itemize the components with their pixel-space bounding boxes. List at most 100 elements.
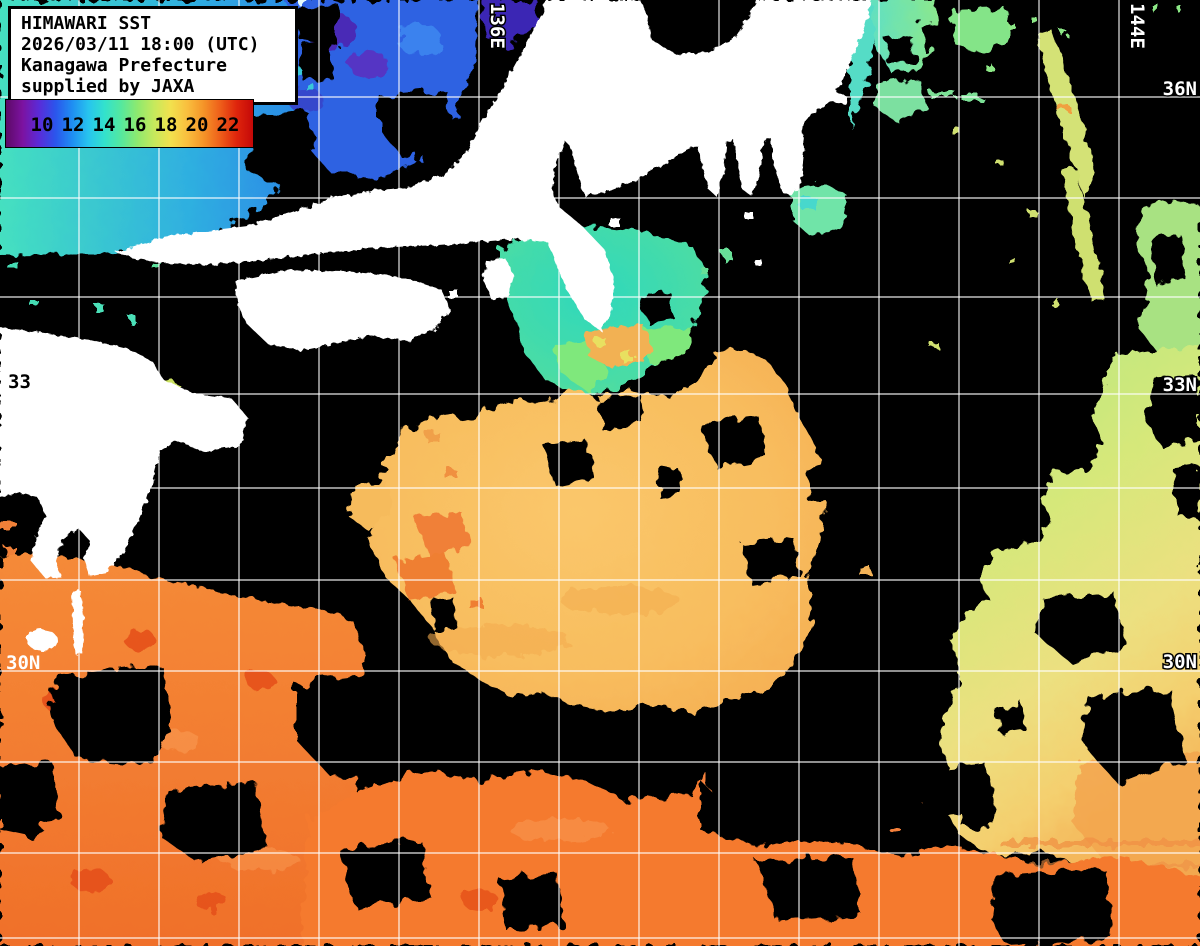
cloud-mask — [0, 4, 1200, 946]
latitude-label-right: 30N — [1163, 651, 1197, 673]
sst-dot — [0, 520, 14, 530]
colorbar-tick: 22 — [216, 114, 240, 136]
sst-patch-purple — [348, 50, 388, 78]
colorbar-tick: 16 — [123, 114, 147, 136]
latitude-label-left: 30N — [6, 652, 40, 674]
cloud-blob — [582, 734, 700, 800]
land-islet — [448, 290, 458, 298]
sst-dot — [445, 470, 457, 478]
sst-patch-cyan — [306, 84, 314, 90]
title-line-product: HIMAWARI SST — [21, 13, 152, 34]
title-line-datetime: 2026/03/11 18:00 (UTC) — [21, 34, 260, 55]
cloud-blob — [296, 4, 338, 44]
sst-patch-blue — [398, 24, 442, 56]
sst-dot — [470, 600, 484, 609]
land-shikoku — [236, 270, 450, 351]
sst-spot-red — [70, 868, 110, 892]
longitude-label: 136E — [486, 3, 508, 49]
land-tanegashima — [72, 590, 84, 654]
cloud-blob — [300, 40, 334, 80]
sst-patch-orange — [396, 552, 456, 600]
cloud-blob — [640, 290, 674, 322]
sst-patch-green — [876, 78, 928, 122]
sst-patch-light — [298, 0, 310, 5]
land-honshu — [115, 0, 872, 331]
cloud-blob — [922, 764, 994, 818]
sst-spot-red — [246, 670, 274, 690]
cloud-blob — [698, 736, 922, 844]
cloud-blob — [296, 676, 424, 778]
cloud-blob — [700, 416, 768, 468]
sst-patch-warm — [1070, 750, 1200, 880]
title-line-region: Kanagawa Prefecture — [21, 55, 227, 76]
cloud-blob — [0, 762, 60, 836]
sst-dot — [1150, 4, 1158, 10]
sst-swirl — [430, 624, 570, 656]
cloud-blob — [598, 394, 644, 430]
title-line-supplier: supplied by JAXA — [21, 76, 195, 97]
cloud-blob — [806, 466, 830, 503]
land-layer — [0, 0, 872, 654]
sst-patch-green — [952, 8, 1012, 52]
sst-region-indigo-136e — [482, 0, 540, 50]
sst-dot — [1008, 24, 1016, 30]
latitude-label-left: 33 — [8, 371, 31, 393]
sst-dot — [1178, 8, 1184, 13]
sst-dot — [986, 66, 994, 71]
sst-dot — [1056, 104, 1068, 110]
sst-patch-yellow — [596, 338, 606, 346]
sst-dot — [952, 128, 960, 134]
sst-patch-green — [722, 252, 732, 260]
sst-dot — [996, 160, 1003, 165]
sst-dot — [930, 342, 938, 348]
land-islet — [388, 298, 402, 308]
cloud-blob — [420, 142, 460, 174]
coordinate-labels: 136E 144E 36N 33N 30N 33 30N — [6, 2, 1199, 675]
colorbar-tick: 14 — [92, 114, 116, 136]
colorbar-tick: 10 — [30, 114, 54, 136]
sst-patch-cyan — [800, 196, 816, 208]
colorbar-tick: 20 — [185, 114, 209, 136]
cloud-blob — [742, 538, 802, 586]
sst-patch-cyan — [296, 66, 306, 74]
cloud-blob — [248, 110, 316, 186]
land-izu-oshima — [745, 212, 753, 219]
sst-patch-green — [930, 92, 956, 98]
cloud-blob — [996, 700, 1026, 734]
sst-swirl — [220, 850, 300, 870]
sst-dot — [96, 306, 106, 313]
cloud-blob — [380, 90, 452, 160]
sst-streak — [1000, 840, 1200, 846]
sst-dot — [1052, 300, 1060, 306]
land-kyushu — [0, 328, 248, 578]
sst-dot — [1060, 30, 1066, 35]
sst-streak — [1038, 30, 1094, 200]
cloud-blob — [990, 868, 1114, 946]
cloud-blob — [430, 596, 458, 632]
sst-patch-warm — [585, 326, 652, 368]
cloud-blob — [338, 840, 432, 908]
sst-dot — [152, 262, 160, 268]
sst-dot — [858, 566, 870, 574]
cloud-blob — [544, 440, 594, 486]
sst-dot — [8, 262, 18, 269]
sst-spot-red — [124, 630, 156, 650]
cloud-blob — [656, 468, 682, 497]
latitude-label-right: 33N — [1163, 374, 1197, 396]
sst-dot — [1032, 18, 1038, 23]
sst-spot-red — [194, 890, 226, 910]
sst-swirl — [560, 586, 680, 614]
sst-dot — [4, 546, 15, 555]
cloud-blob — [1174, 466, 1200, 520]
cloud-blob — [758, 856, 862, 920]
title-box: HIMAWARI SST 2026/03/11 18:00 (UTC) Kana… — [8, 6, 298, 105]
land-islet — [756, 260, 762, 266]
land-awaji — [483, 258, 514, 300]
cloud-blob — [920, 22, 956, 54]
cloud-blob — [160, 782, 268, 862]
sst-patch-yellow — [620, 352, 632, 360]
longitude-label: 144E — [1126, 3, 1148, 49]
